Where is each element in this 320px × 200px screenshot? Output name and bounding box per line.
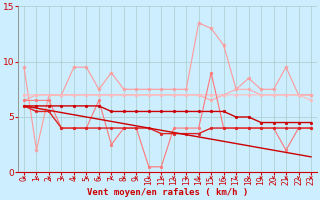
X-axis label: Vent moyen/en rafales ( km/h ): Vent moyen/en rafales ( km/h ) (87, 188, 248, 197)
